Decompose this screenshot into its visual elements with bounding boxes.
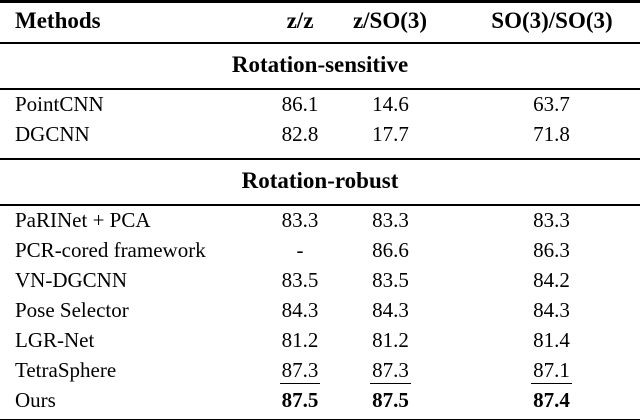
method-cell: LGR-Net (15, 328, 95, 352)
value-cell: 86.1 (281, 92, 319, 116)
method-cell: PointCNN (15, 92, 104, 116)
section-label: Rotation-sensitive (231, 52, 409, 77)
method-cell: PaRINet + PCA (15, 208, 151, 232)
value-cell: 81.2 (372, 328, 409, 352)
col-header-so3-so3: SO(3)/SO(3) (491, 8, 613, 33)
value-cell: 83.3 (533, 208, 570, 232)
value-cell: - (296, 238, 304, 262)
value-cell: 14.6 (372, 92, 409, 116)
value-cell: 84.2 (533, 268, 570, 292)
value-cell: 84.3 (372, 298, 409, 322)
value-cell: 86.3 (533, 238, 570, 262)
table-row-pose-selector: Pose Selector 84.3 84.3 84.3 (0, 296, 640, 326)
method-cell: Pose Selector (15, 298, 129, 322)
best-value-cell: 87.5 (372, 388, 409, 412)
col-header-z-so3: z/SO(3) (352, 8, 428, 33)
value-cell: 81.2 (281, 328, 319, 352)
method-cell: DGCNN (15, 122, 90, 146)
header-row: Methods z/z z/SO(3) SO(3)/SO(3) (0, 1, 640, 43)
best-value-cell: 87.4 (533, 388, 570, 412)
table-row-ours: Ours 87.5 87.5 87.4 (0, 386, 640, 420)
value-cell: 81.4 (533, 328, 570, 352)
col-header-z-z: z/z (286, 8, 314, 33)
value-cell: 86.6 (372, 238, 409, 262)
table-row-lgr-net: LGR-Net 81.2 81.2 81.4 (0, 326, 640, 356)
table-row-parinet-pca: PaRINet + PCA 83.3 83.3 83.3 (0, 205, 640, 236)
value-cell: 83.3 (372, 208, 409, 232)
value-cell: 83.5 (281, 268, 319, 292)
value-cell: 63.7 (533, 92, 570, 116)
value-cell: 84.3 (533, 298, 570, 322)
value-cell: 82.8 (281, 122, 319, 146)
value-cell: 87.3 (250, 356, 350, 386)
table-row-dgcnn: DGCNN 82.8 17.7 71.8 (0, 120, 640, 159)
value-cell: 83.5 (372, 268, 409, 292)
section-label: Rotation-robust (241, 168, 399, 193)
value-cell: 71.8 (533, 122, 570, 146)
method-cell: Ours (15, 388, 56, 412)
section-header-rotation-sensitive: Rotation-sensitive (0, 43, 640, 89)
col-header-methods: Methods (15, 8, 101, 33)
table-row-pointcnn: PointCNN 86.1 14.6 63.7 (0, 89, 640, 120)
best-value-cell: 87.5 (281, 388, 319, 412)
second-best-value: 87.3 (279, 358, 321, 384)
table-row-pcr-cored-framework: PCR-cored framework - 86.6 86.3 (0, 236, 640, 266)
second-best-value: 87.1 (531, 358, 572, 384)
value-cell: 87.1 (442, 356, 640, 386)
method-cell: VN-DGCNN (15, 268, 127, 292)
value-cell: 87.3 (350, 356, 442, 386)
value-cell: 17.7 (372, 122, 409, 146)
method-cell: TetraSphere (15, 358, 117, 382)
table-row-vn-dgcnn: VN-DGCNN 83.5 83.5 84.2 (0, 266, 640, 296)
value-cell: 84.3 (281, 298, 319, 322)
section-header-rotation-robust: Rotation-robust (0, 159, 640, 205)
table-row-tetrasphere: TetraSphere 87.3 87.3 87.1 (0, 356, 640, 386)
value-cell: 83.3 (281, 208, 319, 232)
second-best-value: 87.3 (370, 358, 411, 384)
method-cell: PCR-cored framework (15, 238, 206, 262)
